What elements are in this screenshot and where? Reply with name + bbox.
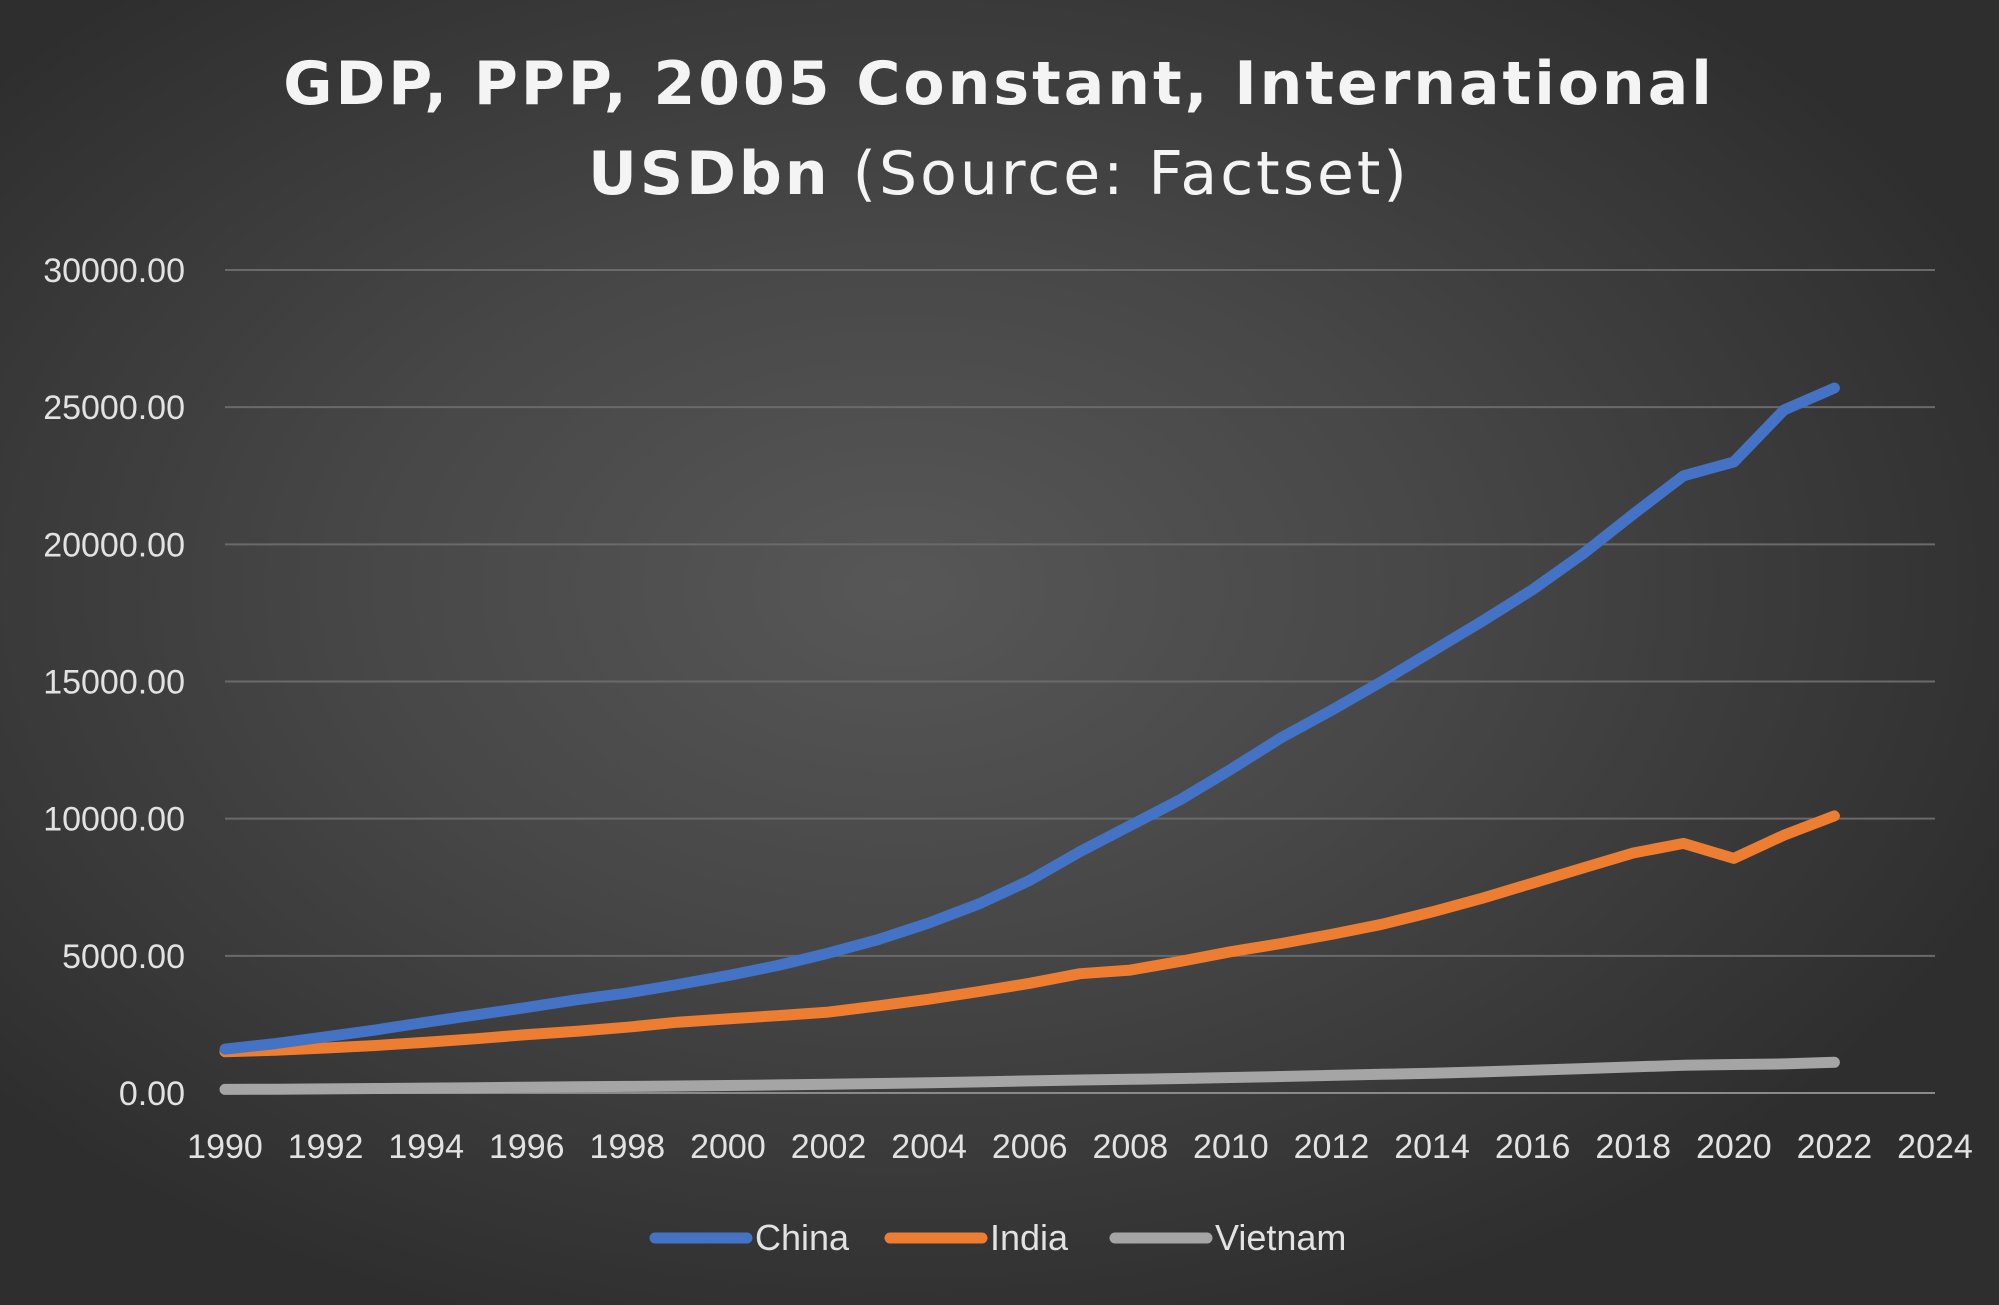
gridlines: [225, 269, 1935, 1094]
x-tick-label: 2014: [1394, 1128, 1470, 1166]
y-tick-label: 0.00: [119, 1075, 185, 1113]
x-tick-label: 2016: [1495, 1128, 1571, 1166]
chart-title-unit: USDbn: [588, 139, 830, 209]
x-tick-label: 1994: [388, 1128, 464, 1166]
x-tick-label: 2002: [791, 1128, 867, 1166]
x-tick-label: 2018: [1595, 1128, 1671, 1166]
chart-title-source: (Source: Factset): [831, 139, 1410, 209]
x-tick-label: 2012: [1294, 1128, 1370, 1166]
x-tick-label: 1992: [288, 1128, 364, 1166]
y-tick-label: 10000.00: [43, 801, 185, 839]
chart-title-line-1: GDP, PPP, 2005 Constant, International: [283, 49, 1715, 119]
legend-label-china: China: [755, 1217, 850, 1258]
x-tick-label: 2000: [690, 1128, 766, 1166]
y-axis-ticks: 0.00 5000.00 10000.00 15000.00 20000.00 25000…: [43, 252, 185, 1113]
x-tick-label: 2020: [1696, 1128, 1772, 1166]
y-tick-label: 15000.00: [43, 664, 185, 702]
x-tick-label: 2010: [1193, 1128, 1269, 1166]
chart-title-line-2: USDbn (Source: Factset): [588, 139, 1410, 209]
data-series: [219, 382, 1840, 1095]
x-tick-label: 1998: [590, 1128, 666, 1166]
legend-label-india: India: [990, 1217, 1069, 1258]
x-tick-label: 1990: [187, 1128, 263, 1166]
series-line-india: [219, 810, 1840, 1058]
x-tick-label: 2022: [1797, 1128, 1873, 1166]
x-tick-label: 2006: [992, 1128, 1068, 1166]
x-tick-label: 2004: [891, 1128, 967, 1166]
legend-label-vietnam: Vietnam: [1215, 1217, 1346, 1258]
series-line-china: [219, 382, 1840, 1055]
x-tick-label: 1996: [489, 1128, 565, 1166]
legend: China India Vietnam: [649, 1217, 1346, 1258]
y-tick-label: 20000.00: [43, 526, 185, 564]
x-tick-label: 2024: [1897, 1128, 1973, 1166]
series-line-vietnam: [219, 1056, 1840, 1095]
x-tick-label: 2008: [1092, 1128, 1168, 1166]
y-tick-label: 30000.00: [43, 252, 185, 290]
y-tick-label: 5000.00: [62, 938, 185, 976]
chart-title: GDP, PPP, 2005 Constant, International U…: [283, 49, 1715, 209]
y-tick-label: 25000.00: [43, 389, 185, 427]
x-axis-ticks: 1990 1992 1994 1996 1998 2000 2002 2004 2006 2008…: [187, 1128, 1973, 1166]
